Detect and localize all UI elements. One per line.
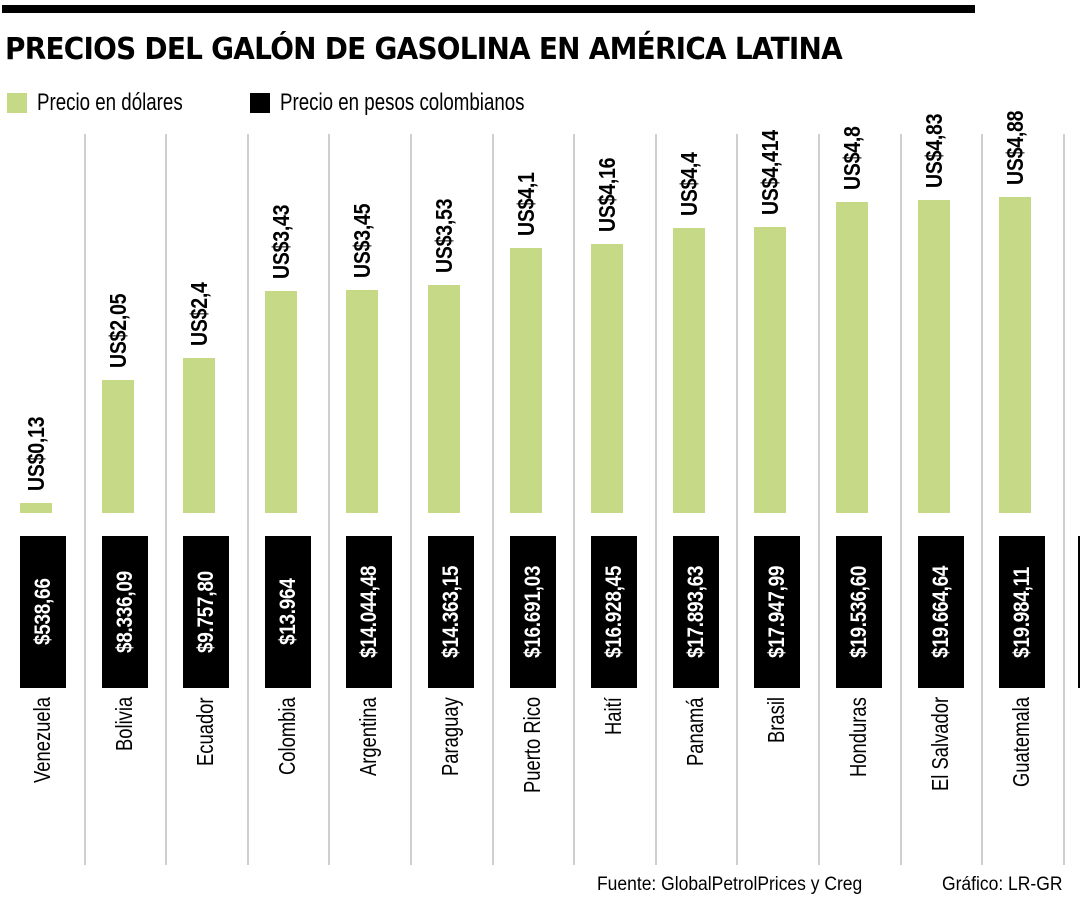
cop-value-box <box>673 536 719 688</box>
cop-value-label: $19.984,11 <box>1009 566 1034 658</box>
usd-bar <box>20 503 52 513</box>
usd-value-label: US$3,53 <box>431 198 457 273</box>
column-separator <box>1063 134 1065 865</box>
column-separator <box>900 134 902 865</box>
usd-bar <box>754 227 786 513</box>
country-label: Puerto Rico <box>519 696 545 794</box>
cop-value-box <box>428 536 474 688</box>
legend-item-cop: Precio en pesos colombianos <box>250 88 594 118</box>
source-note: Fuente: GlobalPetrolPrices y Creg <box>597 874 863 895</box>
usd-value-label: US$2,4 <box>186 282 212 346</box>
column-separator <box>736 134 738 865</box>
usd-bar <box>102 380 134 513</box>
usd-value-label: US$4,88 <box>1002 110 1028 185</box>
top-rule <box>2 5 975 13</box>
cop-value-label: $19.536,60 <box>846 565 871 659</box>
cop-value-box <box>346 536 392 688</box>
usd-bar <box>346 290 378 513</box>
cop-value-box <box>102 536 148 688</box>
usd-bar <box>918 200 950 513</box>
usd-value-label: US$4,414 <box>757 130 783 215</box>
usd-value-label: US$4,16 <box>594 157 620 232</box>
cop-value-label: $16.691,03 <box>520 565 545 659</box>
usd-bar <box>265 291 297 513</box>
usd-bar <box>591 244 623 513</box>
usd-bar <box>510 248 542 513</box>
column-separator <box>492 134 494 865</box>
cop-value-box <box>265 536 311 688</box>
column-separator <box>328 134 330 865</box>
column-separator <box>981 134 983 865</box>
country-label: Panamá <box>682 696 708 766</box>
country-label: Colombia <box>274 696 300 775</box>
usd-value-label: US$3,45 <box>349 203 375 278</box>
country-label: Venezuela <box>29 696 55 783</box>
column-separator <box>84 134 86 865</box>
usd-value-label: US$4,4 <box>676 152 702 216</box>
country-label: Argentina <box>355 696 381 776</box>
country-label: El Salvador <box>927 696 953 792</box>
cop-value-label: $9.757,80 <box>193 571 218 653</box>
country-label: Honduras <box>845 696 871 777</box>
cop-value-box <box>183 536 229 688</box>
cop-value-box <box>999 536 1045 688</box>
country-label: Paraguay <box>437 696 463 776</box>
cop-value-box <box>754 536 800 688</box>
cop-value-label: $14.363,15 <box>438 565 463 659</box>
legend-swatch-usd <box>7 93 27 113</box>
column-separator <box>165 134 167 865</box>
column-separator <box>573 134 575 865</box>
cop-value-label: $13.964 <box>275 578 300 646</box>
usd-value-label: US$3,43 <box>268 204 294 279</box>
usd-value-label: US$2,05 <box>105 293 131 368</box>
usd-bar <box>183 358 215 513</box>
column-separator <box>655 134 657 865</box>
cop-value-label: $14.044,48 <box>356 565 381 659</box>
column-separator <box>247 134 249 865</box>
country-label: Bolivia <box>111 696 137 752</box>
cop-value-box <box>918 536 964 688</box>
country-label: Guatemala <box>1008 696 1034 787</box>
usd-bar <box>673 228 705 513</box>
country-label: Haití <box>600 696 626 735</box>
cop-value-label: $16.928,45 <box>601 565 626 659</box>
usd-bar <box>836 202 868 513</box>
legend-label-cop: Precio en pesos colombianos <box>280 89 525 116</box>
cop-value-box <box>591 536 637 688</box>
country-label: Brasil <box>763 696 789 743</box>
usd-value-label: US$4,1 <box>513 172 539 236</box>
usd-value-label: US$4,83 <box>921 113 947 188</box>
cop-value-label: $17.947,99 <box>764 565 789 659</box>
column-separator <box>818 134 820 865</box>
legend-swatch-cop <box>250 93 270 113</box>
cop-value-box <box>20 536 66 688</box>
partial-cop-box <box>1078 536 1080 688</box>
cop-value-label: $8.336,09 <box>112 571 137 653</box>
cop-value-box <box>510 536 556 688</box>
cop-value-label: $19.664,64 <box>928 565 953 659</box>
usd-value-label: US$0,13 <box>23 416 49 491</box>
usd-value-label: US$4,8 <box>839 126 865 190</box>
legend-item-usd: Precio en dólares <box>7 88 224 118</box>
cop-value-label: $17.893,63 <box>683 565 708 659</box>
credit-note: Gráfico: LR-GR <box>942 874 1063 895</box>
usd-bar <box>428 285 460 513</box>
cop-value-box <box>836 536 882 688</box>
usd-bar <box>999 197 1031 513</box>
cop-value-label: $538,66 <box>30 578 55 646</box>
legend-label-usd: Precio en dólares <box>37 89 183 116</box>
chart-title: PRECIOS DEL GALÓN DE GASOLINA EN AMÉRICA… <box>5 32 843 67</box>
country-label: Ecuador <box>192 696 218 766</box>
column-separator <box>410 134 412 865</box>
